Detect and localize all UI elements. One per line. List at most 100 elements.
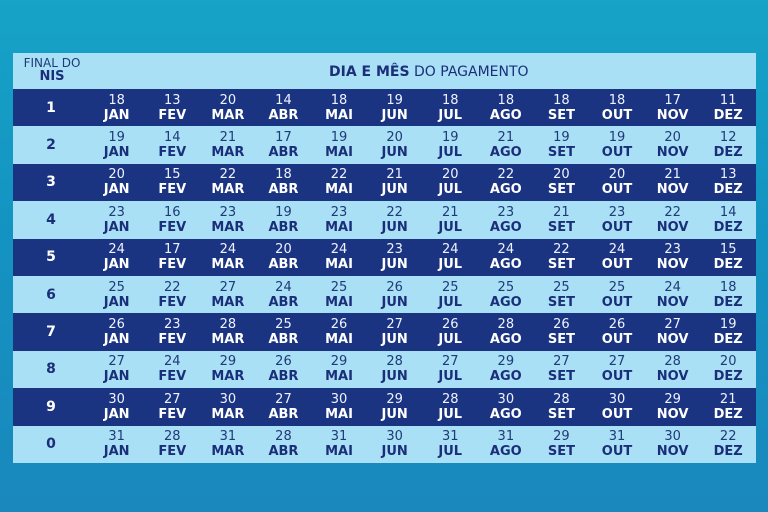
payment-day: 23	[664, 242, 681, 258]
payment-day: 25	[330, 279, 348, 295]
payment-day: 23	[386, 242, 403, 258]
payment-date-cell: 27 JAN	[89, 354, 145, 384]
payment-date-cell: 21 SET	[534, 205, 590, 235]
payment-day: 24	[664, 279, 681, 295]
payment-day: 31	[608, 429, 626, 445]
table-row: 7 26 JAN 23 FEV 28 MAR 25 ABR 26 MAI 27 JUN 26 JUL 28 AG…	[13, 313, 756, 351]
payment-date-cell: 23 NOV	[645, 242, 701, 272]
payment-date-cell: 16 FEV	[144, 205, 200, 235]
payment-month: JUL	[438, 219, 463, 235]
payment-month: JUL	[438, 257, 463, 273]
payment-day: 23	[219, 204, 237, 220]
payment-date-cell: 29 MAI	[311, 354, 367, 384]
payment-date-cell: 31 JAN	[89, 429, 145, 459]
payment-month: MAR	[211, 145, 245, 161]
payment-day: 11	[719, 92, 737, 108]
payment-date-cell: 25 ABR	[256, 317, 312, 347]
payment-month: ABR	[268, 294, 299, 310]
payment-month: JUN	[381, 257, 408, 273]
payment-month: MAI	[325, 219, 353, 235]
payment-month: JUL	[438, 444, 463, 460]
payment-day: 22	[553, 242, 570, 258]
payment-date-cell: 23 AGO	[478, 205, 534, 235]
payment-month: AGO	[489, 182, 522, 198]
payment-day: 24	[330, 242, 348, 258]
payment-month: OUT	[601, 369, 633, 385]
payment-date-cell: 30 NOV	[645, 429, 701, 459]
payment-day: 24	[275, 279, 292, 295]
payment-month: MAR	[211, 444, 245, 460]
payment-date-cell: 27 NOV	[645, 317, 701, 347]
payment-day: 21	[497, 130, 515, 146]
payment-day: 30	[108, 391, 125, 407]
payment-day: 23	[497, 204, 515, 220]
payment-date-cell: 25 OUT	[589, 280, 645, 310]
table-row: 6 25 JAN 22 FEV 27 MAR 24 ABR 25 MAI 26 JUN 25 JUL 25 AG…	[13, 275, 756, 314]
payment-day: 27	[608, 354, 626, 370]
payment-month: MAI	[325, 369, 353, 385]
payment-date-cell: 22 DEZ	[700, 429, 756, 459]
payment-date-cell: 27 ABR	[256, 392, 312, 422]
payment-date-cell: 17 ABR	[256, 130, 312, 160]
payment-month: JAN	[103, 145, 130, 161]
payment-day: 26	[108, 317, 125, 333]
payment-day: 29	[553, 429, 570, 445]
payment-date-cell: 19 DEZ	[700, 317, 756, 347]
payment-date-cell: 14 FEV	[144, 130, 200, 160]
payment-month: FEV	[158, 369, 187, 385]
payment-month: OUT	[601, 107, 633, 123]
payment-day: 20	[275, 242, 292, 258]
payment-day: 30	[664, 429, 681, 445]
payment-date-cell: 22 MAI	[311, 167, 367, 197]
payment-day: 20	[386, 130, 403, 146]
payment-date-cell: 25 SET	[534, 280, 590, 310]
payment-day: 31	[497, 429, 515, 445]
payment-day: 20	[219, 92, 237, 108]
payment-date-cell: 19 JUL	[422, 130, 478, 160]
payment-month: OUT	[601, 182, 633, 198]
payment-day: 26	[553, 317, 570, 333]
payment-month: JUL	[438, 107, 463, 123]
payment-date-cell: 26 OUT	[589, 317, 645, 347]
payment-date-cell: 28 ABR	[256, 429, 312, 459]
payment-month: JUL	[438, 294, 463, 310]
payment-day: 28	[163, 429, 181, 445]
payment-month: AGO	[489, 369, 522, 385]
table-row: 0 31 JAN 28 FEV 31 MAR 28 ABR 31 MAI 30 JUN 31 JUL 31 AG…	[13, 425, 756, 463]
payment-day: 26	[330, 317, 348, 333]
payment-day: 18	[553, 92, 570, 108]
payment-day: 14	[275, 92, 292, 108]
payment-day: 29	[497, 354, 515, 370]
payment-month: MAI	[325, 294, 353, 310]
payment-date-cell: 18 OUT	[589, 93, 645, 123]
payment-date-cell: 23 MAR	[200, 205, 256, 235]
payment-month: SET	[547, 219, 575, 235]
payment-month: OUT	[601, 145, 633, 161]
payment-month: MAR	[211, 257, 245, 273]
table-title: DIA E MÊS DO PAGAMENTO	[329, 64, 529, 80]
payment-month: FEV	[158, 257, 187, 273]
nis-digit: 3	[46, 174, 56, 191]
payment-day: 27	[108, 354, 125, 370]
payment-date-cell: 22 FEV	[144, 280, 200, 310]
payment-day: 25	[441, 279, 459, 295]
payment-date-cell: 24 ABR	[256, 280, 312, 310]
payment-month: JUN	[381, 332, 408, 348]
nis-digit: 6	[46, 286, 56, 303]
payment-month: MAI	[325, 444, 353, 460]
payment-day: 30	[608, 391, 626, 407]
payment-month: MAR	[211, 294, 245, 310]
payment-date-cell: 21 AGO	[478, 130, 534, 160]
payment-date-cell: 24 JUL	[422, 242, 478, 272]
payment-day: 22	[386, 204, 403, 220]
payment-date-cell: 27 SET	[534, 354, 590, 384]
payment-date-cell: 23 JAN	[89, 205, 145, 235]
payment-date-cell: 26 MAI	[311, 317, 367, 347]
payment-date-cell: 14 ABR	[256, 93, 312, 123]
payment-day: 20	[108, 167, 125, 183]
payment-date-cell: 14 DEZ	[700, 205, 756, 235]
payment-month: OUT	[601, 332, 633, 348]
table-row: 2 19 JAN 14 FEV 21 MAR 17 ABR 19 MAI 20 JUN 19 JUL 21 AG…	[13, 126, 756, 164]
payment-day: 20	[608, 167, 626, 183]
nis-digit: 0	[46, 436, 56, 453]
